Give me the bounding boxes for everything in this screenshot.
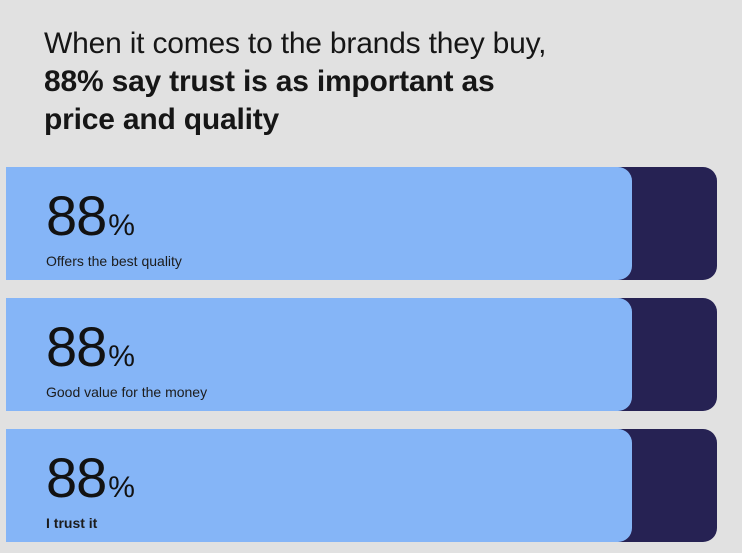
bar-fill: 88% Good value for the money <box>6 298 632 411</box>
bar-value-unit: % <box>108 471 135 504</box>
bar-value-number: 88 <box>46 446 107 509</box>
title-line-bold-2: price and quality <box>44 103 279 137</box>
bar-label: I trust it <box>46 515 98 531</box>
bar-value: 88% <box>46 450 632 506</box>
bar-value-number: 88 <box>46 315 107 378</box>
title-line-bold-1: 88% say trust is as important as <box>44 65 495 99</box>
bar-row-offers-best-quality: 88% Offers the best quality <box>6 167 717 280</box>
bar-value: 88% <box>46 188 632 244</box>
bar-value-number: 88 <box>46 184 107 247</box>
title-line-regular: When it comes to the brands they buy, <box>44 27 547 61</box>
bar-row-i-trust-it: 88% I trust it <box>6 429 717 542</box>
bar-chart: 88% Offers the best quality 88% Good val… <box>6 167 717 542</box>
bar-fill: 88% I trust it <box>6 429 632 542</box>
bar-value: 88% <box>46 319 632 375</box>
bar-fill: 88% Offers the best quality <box>6 167 632 280</box>
page-title: When it comes to the brands they buy, 88… <box>44 25 547 139</box>
bar-value-unit: % <box>108 340 135 373</box>
bar-label: Offers the best quality <box>46 253 182 269</box>
bar-row-good-value: 88% Good value for the money <box>6 298 717 411</box>
bar-label: Good value for the money <box>46 384 208 400</box>
bar-value-unit: % <box>108 209 135 242</box>
